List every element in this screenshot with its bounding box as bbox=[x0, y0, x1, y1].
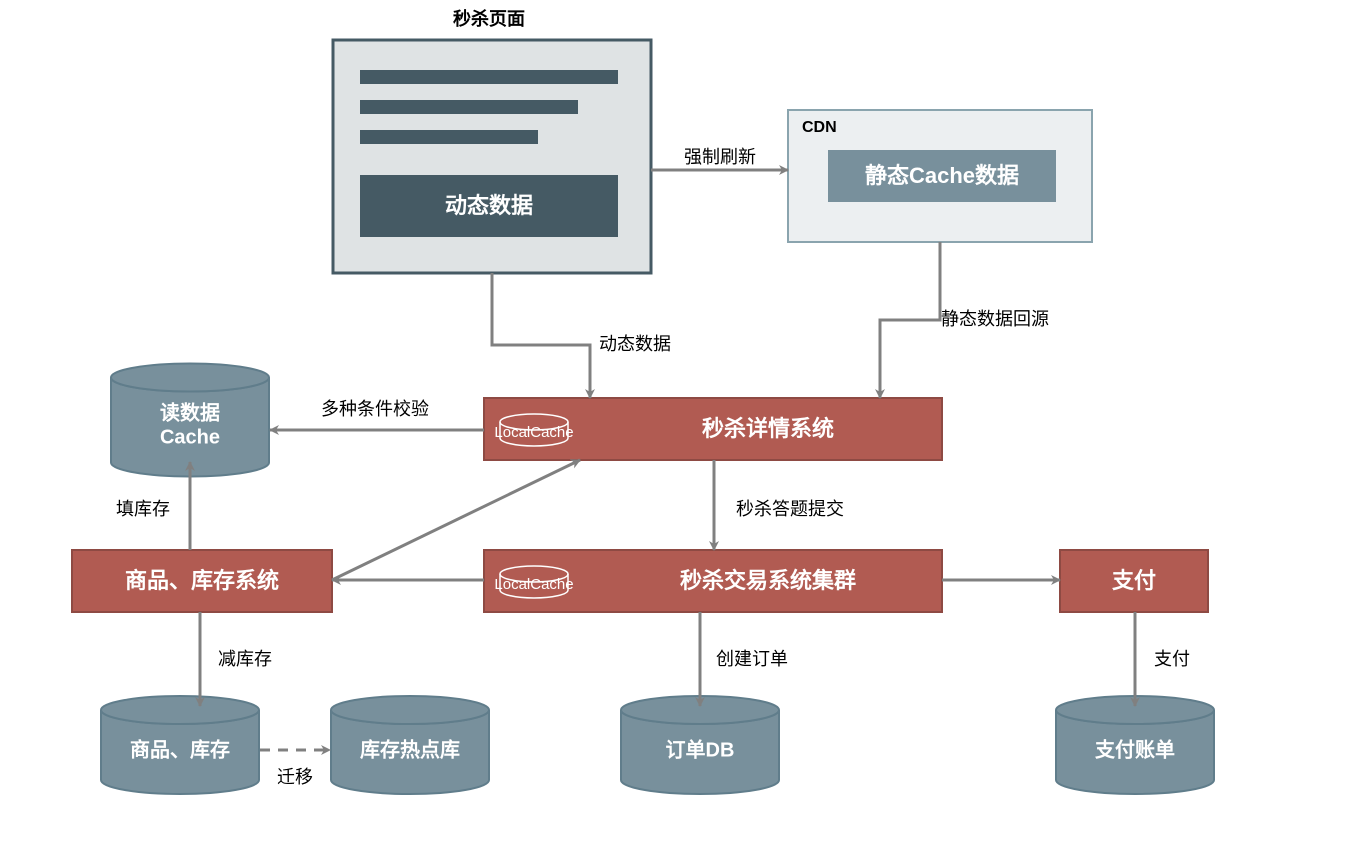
goods-inventory-cylinder: 商品、库存 bbox=[101, 696, 259, 794]
page-content-bar bbox=[360, 130, 538, 144]
edge-label-cache_to_goods_sys: 填库存 bbox=[116, 499, 170, 519]
edge-label-goods_sys_to_goods_cyl: 减库存 bbox=[218, 649, 272, 669]
edge-label-goods_cyl_to_hot: 迁移 bbox=[277, 767, 313, 787]
order-db-cylinder-label: 订单DB bbox=[666, 737, 735, 761]
edge-label-page_to_detail: 动态数据 bbox=[599, 334, 671, 354]
architecture-diagram: 秒杀页面动态数据 CDN 静态Cache数据秒杀详情系统 LocalCache 秒杀交易… bbox=[0, 0, 1346, 853]
payment-bill-cylinder-label: 支付账单 bbox=[1095, 737, 1175, 761]
local-cache-label: LocalCache bbox=[494, 576, 573, 593]
page-title: 秒杀页面 bbox=[453, 8, 525, 29]
seckill-trade-system-cluster-label: 秒杀交易系统集群 bbox=[680, 568, 856, 593]
cdn-title: CDN bbox=[802, 119, 837, 136]
inventory-hotspot-cylinder-label: 库存热点库 bbox=[360, 737, 460, 761]
edge-label-cdn_to_detail: 静态数据回源 bbox=[941, 309, 1049, 329]
edge-label-detail_to_cache: 多种条件校验 bbox=[321, 399, 429, 419]
payment-bill-cylinder: 支付账单 bbox=[1056, 696, 1214, 794]
edge-page_to_detail bbox=[492, 273, 590, 398]
edge-label-page_to_cdn: 强制刷新 bbox=[684, 147, 756, 167]
order-db-cylinder: 订单DB bbox=[621, 696, 779, 794]
read-data-cache-cylinder: 读数据Cache bbox=[111, 364, 269, 477]
read-data-cache-cylinder-label: 读数据 bbox=[160, 400, 220, 424]
cdn-static-cache-label: 静态Cache数据 bbox=[865, 163, 1019, 188]
goods-inventory-system-label: 商品、库存系统 bbox=[125, 568, 279, 593]
edge-label-trade_to_order_cyl: 创建订单 bbox=[716, 649, 788, 669]
edge-cdn_to_detail bbox=[880, 242, 940, 398]
payment-system-label: 支付 bbox=[1112, 568, 1156, 593]
dynamic-data-label: 动态数据 bbox=[445, 193, 533, 218]
goods-inventory-cylinder-label: 商品、库存 bbox=[130, 737, 230, 761]
local-cache-label: LocalCache bbox=[494, 424, 573, 441]
read-data-cache-cylinder-label: Cache bbox=[160, 426, 220, 448]
edge-label-pay_to_bill_cyl: 支付 bbox=[1154, 649, 1190, 669]
seckill-detail-system-label: 秒杀详情系统 bbox=[702, 416, 834, 441]
inventory-hotspot-cylinder: 库存热点库 bbox=[331, 696, 489, 794]
page-content-bar bbox=[360, 70, 618, 84]
edge-label-detail_to_trade: 秒杀答题提交 bbox=[736, 499, 844, 519]
page-content-bar bbox=[360, 100, 578, 114]
